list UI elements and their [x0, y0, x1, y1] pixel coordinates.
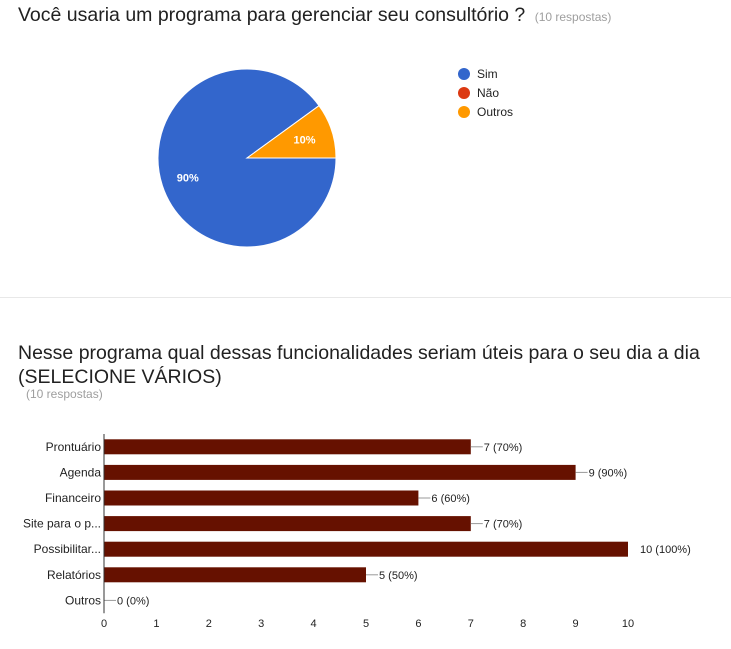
legend-swatch — [458, 67, 470, 80]
data-label: 6 (60%) — [431, 493, 470, 505]
data-label: 10 (100%) — [640, 544, 691, 556]
category-label: Relatórios — [47, 568, 101, 582]
pie-label-outros: 10% — [294, 134, 316, 146]
pie-label-sim: 90% — [177, 172, 199, 184]
data-label: 7 (70%) — [484, 442, 523, 454]
bar-2 — [104, 490, 419, 506]
pie-legend: Sim Não Outros — [458, 64, 513, 121]
pie-chart: 90% 10% — [157, 68, 337, 248]
category-label: Site para o p... — [23, 517, 101, 531]
x-tick-label: 2 — [206, 618, 212, 630]
legend-item-sim: Sim — [458, 64, 513, 83]
legend-item-outros: Outros — [458, 102, 513, 121]
legend-label: Não — [477, 85, 500, 100]
data-label: 5 (50%) — [379, 570, 418, 582]
question2-title: Nesse programa qual dessas funcionalidad… — [18, 342, 700, 388]
bar-0 — [104, 439, 471, 455]
data-label: 0 (0%) — [117, 595, 149, 607]
x-tick-label: 5 — [363, 618, 369, 630]
category-label: Prontuário — [46, 440, 102, 454]
data-label: 9 (90%) — [589, 467, 628, 479]
x-tick-label: 10 — [622, 618, 634, 630]
bar-5 — [104, 567, 366, 583]
category-label: Financeiro — [45, 491, 101, 505]
legend-swatch — [458, 105, 470, 118]
question2-response-count: (10 respostas) — [26, 387, 103, 401]
category-label: Possibilitar... — [34, 542, 101, 556]
data-label: 7 (70%) — [484, 519, 523, 531]
question1-title: Você usaria um programa para gerenciar s… — [18, 4, 611, 27]
x-tick-label: 6 — [415, 618, 421, 630]
x-tick-label: 4 — [311, 618, 317, 630]
bar-4 — [104, 541, 628, 557]
legend-swatch — [458, 86, 470, 99]
x-tick-label: 0 — [101, 618, 107, 630]
x-tick-label: 7 — [468, 618, 474, 630]
question1-title-text: Você usaria um programa para gerenciar s… — [18, 4, 526, 26]
x-tick-label: 3 — [258, 618, 264, 630]
x-tick-label: 1 — [153, 618, 159, 630]
category-label: Agenda — [60, 465, 102, 479]
bar-3 — [104, 516, 471, 532]
legend-item-não: Não — [458, 83, 513, 102]
legend-label: Outros — [477, 104, 514, 119]
legend-label: Sim — [477, 66, 498, 81]
category-label: Outros — [65, 593, 101, 607]
question1-response-count: (10 respostas) — [534, 10, 612, 24]
x-tick-label: 9 — [573, 618, 579, 630]
pie-slice-outros — [245, 104, 337, 159]
x-tick-label: 8 — [520, 618, 526, 630]
bar-1 — [104, 464, 576, 480]
section-divider — [0, 297, 731, 298]
